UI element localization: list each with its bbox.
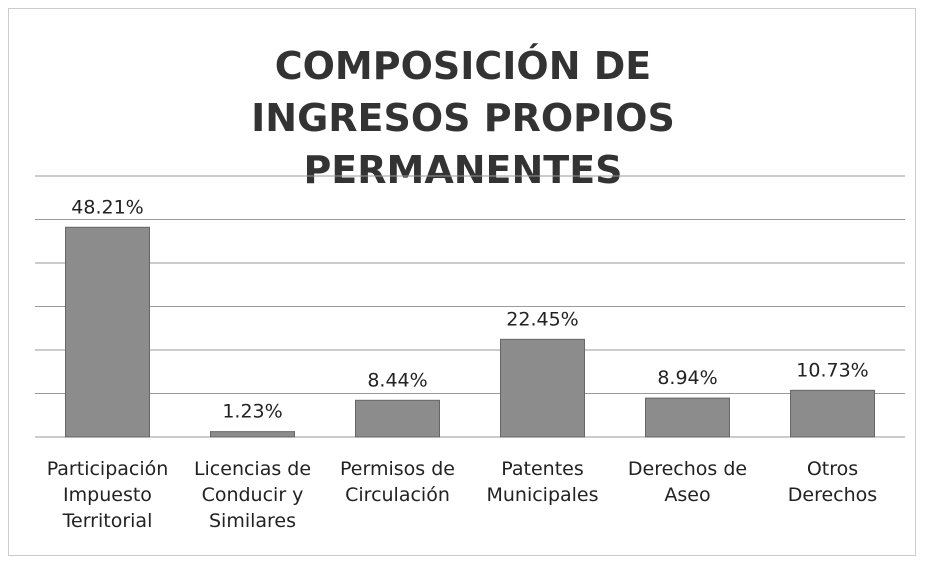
value-label: 8.94%: [657, 367, 717, 389]
bar: [645, 397, 730, 438]
value-label: 1.23%: [222, 401, 282, 423]
x-tick-label: Participación Impuesto Territorial: [46, 458, 169, 532]
x-tick-label: Derechos de Aseo: [627, 458, 748, 506]
value-label: 48.21%: [71, 196, 143, 218]
bar: [65, 226, 150, 438]
x-tick-label: Permisos de Circulación: [340, 458, 455, 506]
chart-title: COMPOSICIÓN DE INGRESOS PROPIOS PERMANEN…: [251, 44, 675, 192]
bar: [210, 431, 295, 438]
x-tick-label: Patentes Municipales: [486, 458, 599, 506]
x-tick-label: Otros Derechos: [787, 458, 878, 506]
chart-frame: [8, 8, 916, 556]
x-tick-label: Licencias de Conducir y Similares: [193, 458, 312, 532]
value-label: 8.44%: [367, 369, 427, 391]
bar: [355, 399, 440, 438]
value-label: 22.45%: [506, 308, 578, 330]
bar: [500, 338, 585, 438]
bar: [790, 389, 875, 438]
value-label: 10.73%: [796, 359, 868, 381]
